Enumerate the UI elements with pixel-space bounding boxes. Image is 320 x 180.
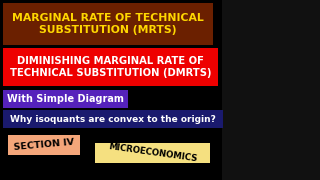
Text: With Simple Diagram: With Simple Diagram xyxy=(7,94,124,104)
Text: Why isoquants are convex to the origin?: Why isoquants are convex to the origin? xyxy=(10,114,216,123)
FancyBboxPatch shape xyxy=(8,135,80,155)
Text: SECTION IV: SECTION IV xyxy=(13,138,75,152)
FancyBboxPatch shape xyxy=(95,143,210,163)
FancyBboxPatch shape xyxy=(3,90,128,108)
FancyBboxPatch shape xyxy=(3,3,213,45)
FancyBboxPatch shape xyxy=(3,48,218,86)
FancyBboxPatch shape xyxy=(3,110,223,128)
FancyBboxPatch shape xyxy=(222,0,320,180)
Text: MICROECONOMICS: MICROECONOMICS xyxy=(108,142,197,164)
Text: MARGINAL RATE OF TECHNICAL
SUBSTITUTION (MRTS): MARGINAL RATE OF TECHNICAL SUBSTITUTION … xyxy=(12,13,204,35)
Text: DIMINISHING MARGINAL RATE OF
TECHNICAL SUBSTITUTION (DMRTS): DIMINISHING MARGINAL RATE OF TECHNICAL S… xyxy=(10,56,211,78)
